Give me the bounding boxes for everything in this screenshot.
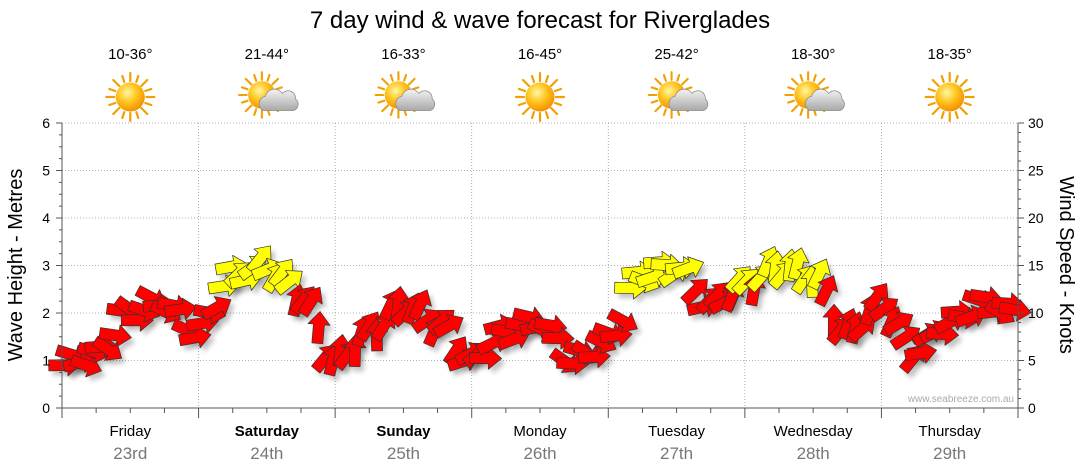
wind-arrow-marker: [998, 299, 1032, 322]
sun-icon: [105, 71, 156, 123]
day-date-label: 29th: [933, 444, 966, 463]
wind-arrow-marker: [882, 311, 914, 337]
wind-arrow-marker: [69, 354, 102, 378]
wind-arrow-marker: [91, 335, 122, 361]
wind-arrow-marker: [178, 325, 212, 349]
day-name-label: Monday: [513, 423, 567, 440]
day-name-label: Saturday: [235, 423, 300, 440]
left-axis-tick-label: 4: [42, 210, 50, 226]
right-axis-tick-label: 15: [1028, 258, 1044, 274]
wind-arrow-marker: [868, 297, 899, 323]
wind-arrow-marker: [680, 278, 708, 306]
left-axis-tick-label: 3: [42, 258, 50, 274]
right-axis-tick-label: 25: [1028, 163, 1044, 179]
wind-arrow-marker: [200, 296, 232, 321]
wind-arrow-marker: [356, 311, 381, 343]
wind-arrow-marker: [163, 297, 197, 321]
left-axis-tick-label: 6: [42, 115, 50, 131]
day-name-label: Tuesday: [648, 423, 705, 440]
day-temp-label: 21-44°: [245, 46, 289, 63]
day-temp-label: 18-35°: [928, 46, 972, 63]
day-name-label: Thursday: [918, 423, 981, 440]
left-axis-tick-label: 5: [42, 163, 50, 179]
day-temp-label: 16-45°: [518, 46, 562, 63]
right-axis-tick-label: 10: [1028, 305, 1044, 321]
day-date-label: 23rd: [113, 444, 147, 463]
wind-arrow-marker: [273, 270, 303, 296]
day-temp-label: 18-30°: [791, 46, 835, 63]
day-name-label: Wednesday: [774, 423, 853, 440]
watermark: www.seabreeze.com.au: [907, 394, 1014, 405]
wind-arrow-marker: [903, 341, 938, 364]
right-axis-title: Wind Speed - Knots: [1055, 176, 1077, 354]
wind-arrow-marker: [469, 346, 502, 370]
right-axis-tick-label: 20: [1028, 210, 1044, 226]
sun-cloud-icon: [374, 71, 436, 119]
day-name-label: Friday: [109, 423, 151, 440]
sun-icon: [514, 71, 566, 123]
sun-shape: [924, 71, 975, 123]
day-name-label: Sunday: [376, 423, 431, 440]
day-temp-label: 10-36°: [108, 46, 152, 63]
wind-arrow-marker: [814, 275, 839, 308]
left-axis-title: Wave Height - Metres: [5, 169, 27, 362]
sun-shape: [514, 71, 566, 123]
sun-cloud-icon: [238, 71, 299, 119]
left-axis-tick-label: 2: [42, 305, 50, 321]
right-axis-tick-label: 5: [1028, 353, 1036, 369]
right-axis-tick-label: 30: [1028, 115, 1044, 131]
day-temp-label: 16-33°: [381, 46, 425, 63]
wind-arrow-marker: [671, 256, 704, 280]
sun-shape: [105, 71, 156, 123]
wind-arrow-marker: [807, 258, 831, 291]
wind-arrow-marker: [307, 311, 331, 345]
right-axis-tick-label: 0: [1028, 400, 1036, 416]
sun-cloud-icon: [784, 71, 845, 119]
wind-arrow-marker: [98, 324, 132, 347]
day-date-label: 25th: [387, 444, 420, 463]
day-date-label: 26th: [523, 444, 556, 463]
day-date-label: 24th: [250, 444, 283, 463]
left-axis-tick-label: 0: [42, 400, 50, 416]
left-axis-tick-label: 1: [42, 353, 50, 369]
sun-icon: [924, 71, 975, 123]
wind-arrow-marker: [606, 308, 638, 333]
wind-arrow-marker: [297, 286, 323, 318]
day-date-label: 27th: [660, 444, 693, 463]
day-date-label: 28th: [797, 444, 830, 463]
wind-arrow-marker: [432, 314, 464, 339]
sun-cloud-icon: [647, 71, 709, 119]
day-temp-label: 25-42°: [654, 46, 698, 63]
chart-title: 7 day wind & wave forecast for Riverglad…: [310, 7, 770, 34]
